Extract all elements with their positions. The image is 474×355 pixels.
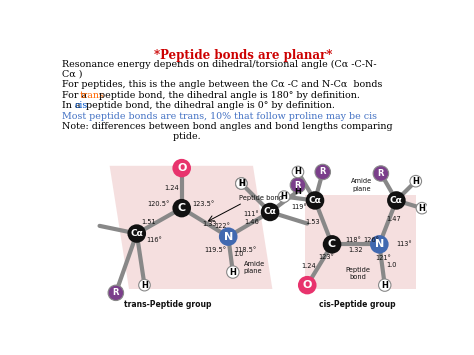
Ellipse shape	[128, 224, 146, 243]
Text: N: N	[375, 239, 384, 249]
Text: 1.47: 1.47	[386, 215, 401, 222]
Text: O: O	[302, 280, 312, 290]
Text: Cα: Cα	[130, 229, 143, 238]
Ellipse shape	[387, 191, 406, 210]
Ellipse shape	[410, 175, 421, 187]
Text: C: C	[328, 239, 336, 249]
Text: ptide.: ptide.	[62, 132, 200, 141]
Text: Note: differences between bond angles and bond lengths comparing: Note: differences between bond angles an…	[62, 122, 392, 131]
Ellipse shape	[416, 202, 428, 214]
Text: Amide
plane: Amide plane	[244, 261, 265, 274]
Ellipse shape	[290, 178, 306, 193]
Text: In a: In a	[62, 101, 83, 110]
Text: cis-Peptide group: cis-Peptide group	[319, 300, 396, 309]
Text: 1.33: 1.33	[202, 221, 217, 227]
Text: 120.5°: 120.5°	[147, 201, 170, 207]
Text: R: R	[319, 168, 326, 176]
Ellipse shape	[379, 279, 391, 291]
Ellipse shape	[298, 276, 317, 294]
Text: 118.5°: 118.5°	[234, 247, 256, 253]
Text: Most peptide bonds are trans, 10% that follow proline may be cis: Most peptide bonds are trans, 10% that f…	[62, 111, 376, 120]
Ellipse shape	[315, 164, 330, 180]
Text: H: H	[229, 268, 236, 277]
Ellipse shape	[173, 159, 191, 178]
Text: Amide
plane: Amide plane	[351, 178, 372, 192]
Ellipse shape	[139, 279, 150, 291]
Text: Peptide
bond: Peptide bond	[345, 267, 370, 280]
Text: 1.0: 1.0	[386, 262, 397, 268]
Text: Peptide bond: Peptide bond	[239, 195, 283, 201]
Ellipse shape	[323, 235, 341, 253]
Ellipse shape	[236, 178, 247, 189]
Text: 1.24: 1.24	[164, 185, 179, 191]
Text: 1.0: 1.0	[233, 251, 244, 257]
Text: trans-Peptide group: trans-Peptide group	[124, 300, 211, 309]
Ellipse shape	[306, 191, 324, 210]
Text: For peptides, this is the angle between the Cα -C and N-Cα  bonds: For peptides, this is the angle between …	[62, 80, 382, 89]
Text: H: H	[238, 179, 245, 188]
Text: H: H	[238, 179, 245, 188]
Text: *Peptide bonds are planar*: *Peptide bonds are planar*	[154, 49, 332, 62]
Text: For a: For a	[62, 91, 90, 100]
Text: C: C	[178, 203, 186, 213]
Text: 121°: 121°	[375, 255, 391, 261]
Text: H: H	[419, 204, 425, 213]
Text: H: H	[141, 281, 148, 290]
Text: 119.5°: 119.5°	[205, 247, 227, 253]
Ellipse shape	[370, 235, 389, 253]
Text: H: H	[381, 281, 388, 290]
Text: H: H	[281, 192, 287, 201]
Text: H: H	[412, 177, 419, 186]
Ellipse shape	[292, 166, 304, 178]
Ellipse shape	[108, 285, 124, 301]
Text: O: O	[177, 163, 186, 173]
Text: cis: cis	[75, 101, 88, 110]
Text: Cα: Cα	[390, 196, 403, 205]
Text: 123°: 123°	[318, 254, 334, 260]
Text: 118°: 118°	[345, 237, 361, 243]
Text: 126°: 126°	[363, 237, 379, 243]
Polygon shape	[109, 166, 273, 289]
Ellipse shape	[236, 178, 247, 189]
Text: R: R	[295, 181, 301, 190]
Text: 1.32: 1.32	[348, 247, 363, 253]
Text: Cα ): Cα )	[62, 70, 82, 79]
Text: trans: trans	[80, 91, 104, 100]
Text: 1.53: 1.53	[305, 219, 320, 225]
Text: 119°: 119°	[292, 204, 307, 209]
Text: Cα: Cα	[264, 208, 276, 217]
Text: 113°: 113°	[396, 241, 412, 247]
Ellipse shape	[373, 166, 389, 181]
Text: N: N	[224, 232, 233, 242]
Text: H: H	[294, 187, 301, 196]
Text: H: H	[294, 168, 301, 176]
Text: 1.46: 1.46	[244, 219, 259, 225]
Text: Cα: Cα	[309, 196, 321, 205]
Ellipse shape	[261, 203, 279, 221]
Ellipse shape	[278, 191, 290, 202]
Polygon shape	[305, 195, 416, 289]
Ellipse shape	[219, 228, 237, 246]
Text: 123.5°: 123.5°	[192, 201, 215, 207]
Ellipse shape	[173, 199, 191, 217]
Ellipse shape	[227, 266, 239, 278]
Text: 1.51: 1.51	[141, 219, 155, 225]
Text: 111°: 111°	[244, 211, 259, 217]
Text: 1.24: 1.24	[301, 263, 316, 269]
Text: R: R	[113, 288, 119, 297]
Text: peptide bond, the dihedral angle is 0° by definition.: peptide bond, the dihedral angle is 0° b…	[83, 101, 335, 110]
Text: R: R	[378, 169, 384, 178]
Text: 122°: 122°	[214, 223, 230, 229]
Text: Resonance energy depends on dihedral/torsional angle (Cα -C-N-: Resonance energy depends on dihedral/tor…	[62, 60, 376, 69]
Text: 116°: 116°	[146, 237, 162, 243]
Text: peptide bond, the dihedral angle is 180° by definition.: peptide bond, the dihedral angle is 180°…	[96, 91, 360, 100]
